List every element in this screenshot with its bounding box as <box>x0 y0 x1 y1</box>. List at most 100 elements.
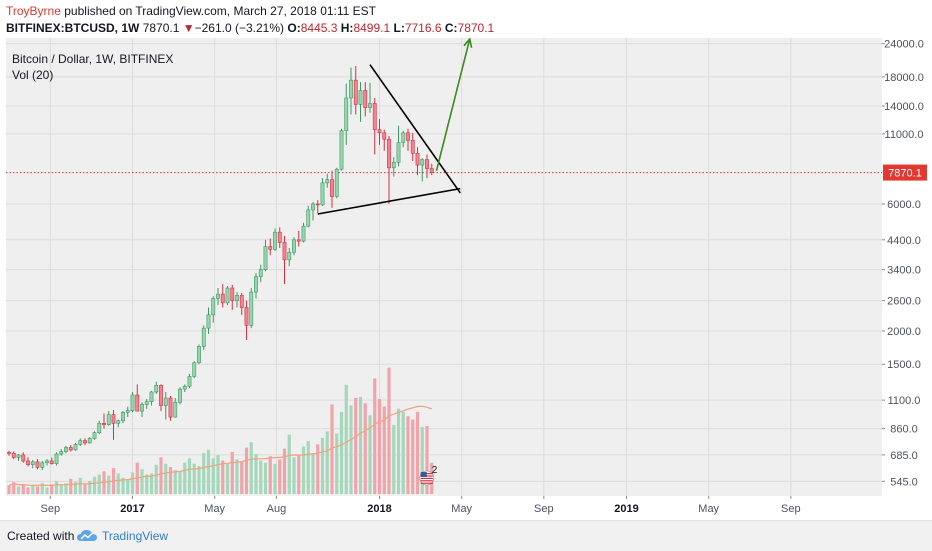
candle-body <box>330 179 334 197</box>
candle <box>182 384 187 392</box>
volume-bar <box>316 444 320 494</box>
candle-body <box>382 132 387 140</box>
candle <box>230 284 235 310</box>
candle <box>377 119 382 145</box>
candle-body <box>391 162 396 169</box>
candle <box>396 125 401 167</box>
candle <box>353 65 358 115</box>
volume-bar <box>377 398 382 494</box>
candle <box>35 459 40 470</box>
volume-bar <box>420 427 424 494</box>
candle-body <box>254 276 258 293</box>
volume-bar <box>306 441 310 494</box>
volume-bar <box>216 455 220 494</box>
candle-body <box>130 394 135 411</box>
volume-bar <box>249 442 253 494</box>
volume-indicator-label[interactable]: Vol (20) <box>12 68 54 82</box>
candle-body <box>258 269 263 277</box>
candle-body <box>334 168 339 197</box>
volume-bar <box>31 485 35 494</box>
candle <box>415 147 420 176</box>
volume-bar <box>211 458 215 494</box>
x-tick-label: May <box>451 503 472 515</box>
candle-body <box>140 404 144 412</box>
candle <box>125 406 130 418</box>
volume-bar <box>202 452 206 494</box>
price-axis[interactable]: 24000.0 18000.0 14000.0 11000.0 7870.1 6000.0… <box>882 38 928 496</box>
volume-bar <box>225 463 230 494</box>
time-axis[interactable]: Sep 2017 May Aug 2018 May Sep 2019 May Sep <box>6 496 882 518</box>
volume-bar <box>344 384 348 494</box>
candle-body <box>216 293 220 299</box>
price-chart[interactable]: 2 <box>6 38 882 496</box>
candle-body <box>173 401 178 418</box>
volume-bar <box>358 396 363 494</box>
candle <box>292 237 296 256</box>
candle <box>334 167 339 199</box>
volume-bar <box>45 487 49 494</box>
candle-body <box>125 410 130 413</box>
volume-bar <box>339 411 344 494</box>
candle <box>244 300 249 340</box>
last-price-tag <box>883 164 927 181</box>
volume-bar <box>54 481 59 494</box>
candle-body <box>429 168 434 173</box>
volume-bar <box>7 485 11 494</box>
candle-body <box>225 287 230 304</box>
last-price: 7870.1 <box>142 21 180 35</box>
candle <box>201 325 206 350</box>
flag-canton <box>420 472 427 477</box>
us-flag-icon <box>419 470 435 486</box>
y-tick-label: 2000.0 <box>887 326 921 338</box>
volume-bar <box>107 475 111 494</box>
candle <box>121 411 125 424</box>
candle-body <box>163 397 168 406</box>
candle <box>149 391 154 406</box>
triangle-lower-trendline <box>317 187 461 215</box>
candle <box>83 438 87 446</box>
candle-body <box>230 287 235 301</box>
breakout-arrowhead-icon <box>463 38 473 48</box>
candle <box>21 452 26 463</box>
candle-body <box>26 460 30 465</box>
candle-body <box>154 385 159 393</box>
event-count-badge: 2 <box>432 465 438 476</box>
candle-body <box>78 440 83 445</box>
x-tick-label: Sep <box>41 503 61 515</box>
volume-bar <box>273 463 277 494</box>
candle-body <box>35 461 40 468</box>
candle-body <box>301 225 306 242</box>
candle-body <box>263 246 268 270</box>
candle <box>54 452 59 466</box>
volume-bar <box>221 460 225 494</box>
candle <box>372 97 377 155</box>
volume-bar <box>259 460 263 494</box>
flag-stripe <box>420 480 433 482</box>
high-value: 8499.1 <box>353 21 391 35</box>
y-tick-label: 11000.0 <box>885 129 924 141</box>
candle <box>320 178 325 206</box>
candle <box>192 361 197 379</box>
author-link[interactable]: TroyByrne <box>6 4 61 18</box>
candle-body <box>325 179 330 184</box>
candle-body <box>206 314 211 329</box>
candle <box>26 457 30 467</box>
candle <box>239 292 244 315</box>
candle <box>216 288 220 306</box>
y-tick-label: 24000.0 <box>884 39 924 51</box>
volume-bar <box>164 463 168 494</box>
y-tick-label: 545.0 <box>890 476 918 488</box>
candle-body <box>396 142 401 163</box>
candle <box>410 132 415 161</box>
volume-bar <box>415 411 420 494</box>
y-tick-label: 685.0 <box>890 450 918 462</box>
candle-body <box>363 90 368 108</box>
x-tick-label: Sep <box>781 503 801 515</box>
candle <box>258 264 263 283</box>
plot-area[interactable]: 2 <box>6 38 882 496</box>
candle-body <box>401 132 406 143</box>
tradingview-brand-link[interactable]: TradingView <box>102 529 169 543</box>
candle <box>306 205 311 228</box>
y-tick-label: 1500.0 <box>887 359 921 371</box>
candle-body <box>201 327 206 347</box>
